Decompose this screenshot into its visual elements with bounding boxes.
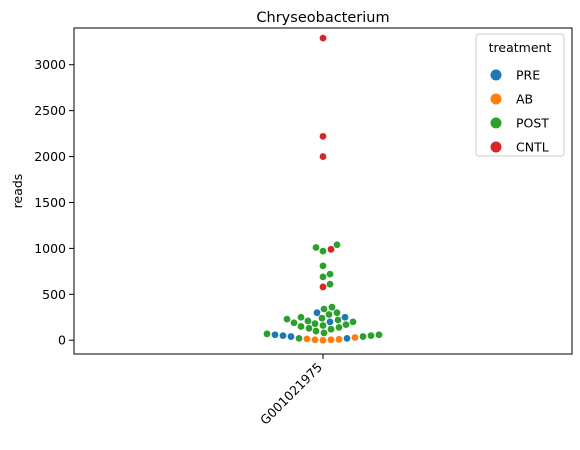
legend-marker-post [490,117,502,129]
y-tick-label: 500 [42,287,66,302]
point-post [375,331,383,339]
point-pre [326,318,334,326]
point-post [342,321,350,329]
point-post [320,305,328,313]
point-cntl [319,34,327,42]
legend-marker-cntl [490,141,502,153]
point-cntl [319,132,327,140]
point-cntl [327,245,335,253]
point-post [325,311,333,318]
legend-label-pre: PRE [516,68,540,83]
point-pre [343,334,351,342]
point-pre [279,332,287,340]
point-cntl [319,283,327,291]
point-post [359,333,367,340]
point-post [335,323,343,331]
point-post [349,318,357,326]
legend-label-post: POST [516,116,549,131]
y-tick-label: 3000 [34,57,66,72]
point-pre [271,331,279,339]
y-tick-label: 2000 [34,149,66,164]
point-post [333,241,341,249]
point-post [290,319,298,327]
point-post [297,323,305,330]
point-post [327,325,335,333]
point-post [311,320,319,328]
point-cntl [319,153,327,160]
point-ab [319,336,327,344]
legend-label-ab: AB [516,92,533,107]
point-post [367,332,375,340]
point-post [295,334,303,342]
x-tick-label: G001021975 [257,360,325,428]
point-post [328,303,336,311]
point-ab [327,336,335,344]
chart-title: Chryseobacterium [256,10,389,26]
point-ab [311,336,319,344]
point-post [297,313,305,321]
point-post [320,329,328,337]
data-points [263,34,383,344]
y-tick-label: 1000 [34,241,66,256]
point-post [326,280,334,288]
point-post [283,315,291,323]
point-ab [351,334,359,341]
legend-label-cntl: CNTL [516,140,549,155]
y-tick-label: 1500 [34,195,66,210]
legend: treatment PRE AB POST CNTL [475,33,565,157]
point-pre [313,309,321,317]
point-post [318,314,326,322]
point-post [319,322,327,329]
point-post [319,273,327,281]
legend-title: treatment [489,40,552,55]
point-post [312,327,320,335]
y-tick-label: 2500 [34,103,66,118]
legend-marker-pre [490,69,502,81]
point-post [305,324,313,332]
y-tick-label: 0 [58,333,66,348]
legend-marker-ab [490,93,502,105]
point-post [263,330,271,338]
point-post [312,244,320,251]
x-axis: G001021975 [257,354,325,428]
point-post [326,270,334,278]
point-post [334,316,342,324]
y-axis: 0 500 1000 1500 2000 2500 3000 [34,57,74,348]
point-post [304,317,312,325]
point-post [319,247,327,255]
point-post [333,309,341,317]
y-axis-label: reads [10,174,25,209]
point-pre [341,313,349,321]
point-ab [303,335,311,343]
point-post [319,262,327,270]
point-pre [287,333,295,340]
point-ab [335,335,343,343]
